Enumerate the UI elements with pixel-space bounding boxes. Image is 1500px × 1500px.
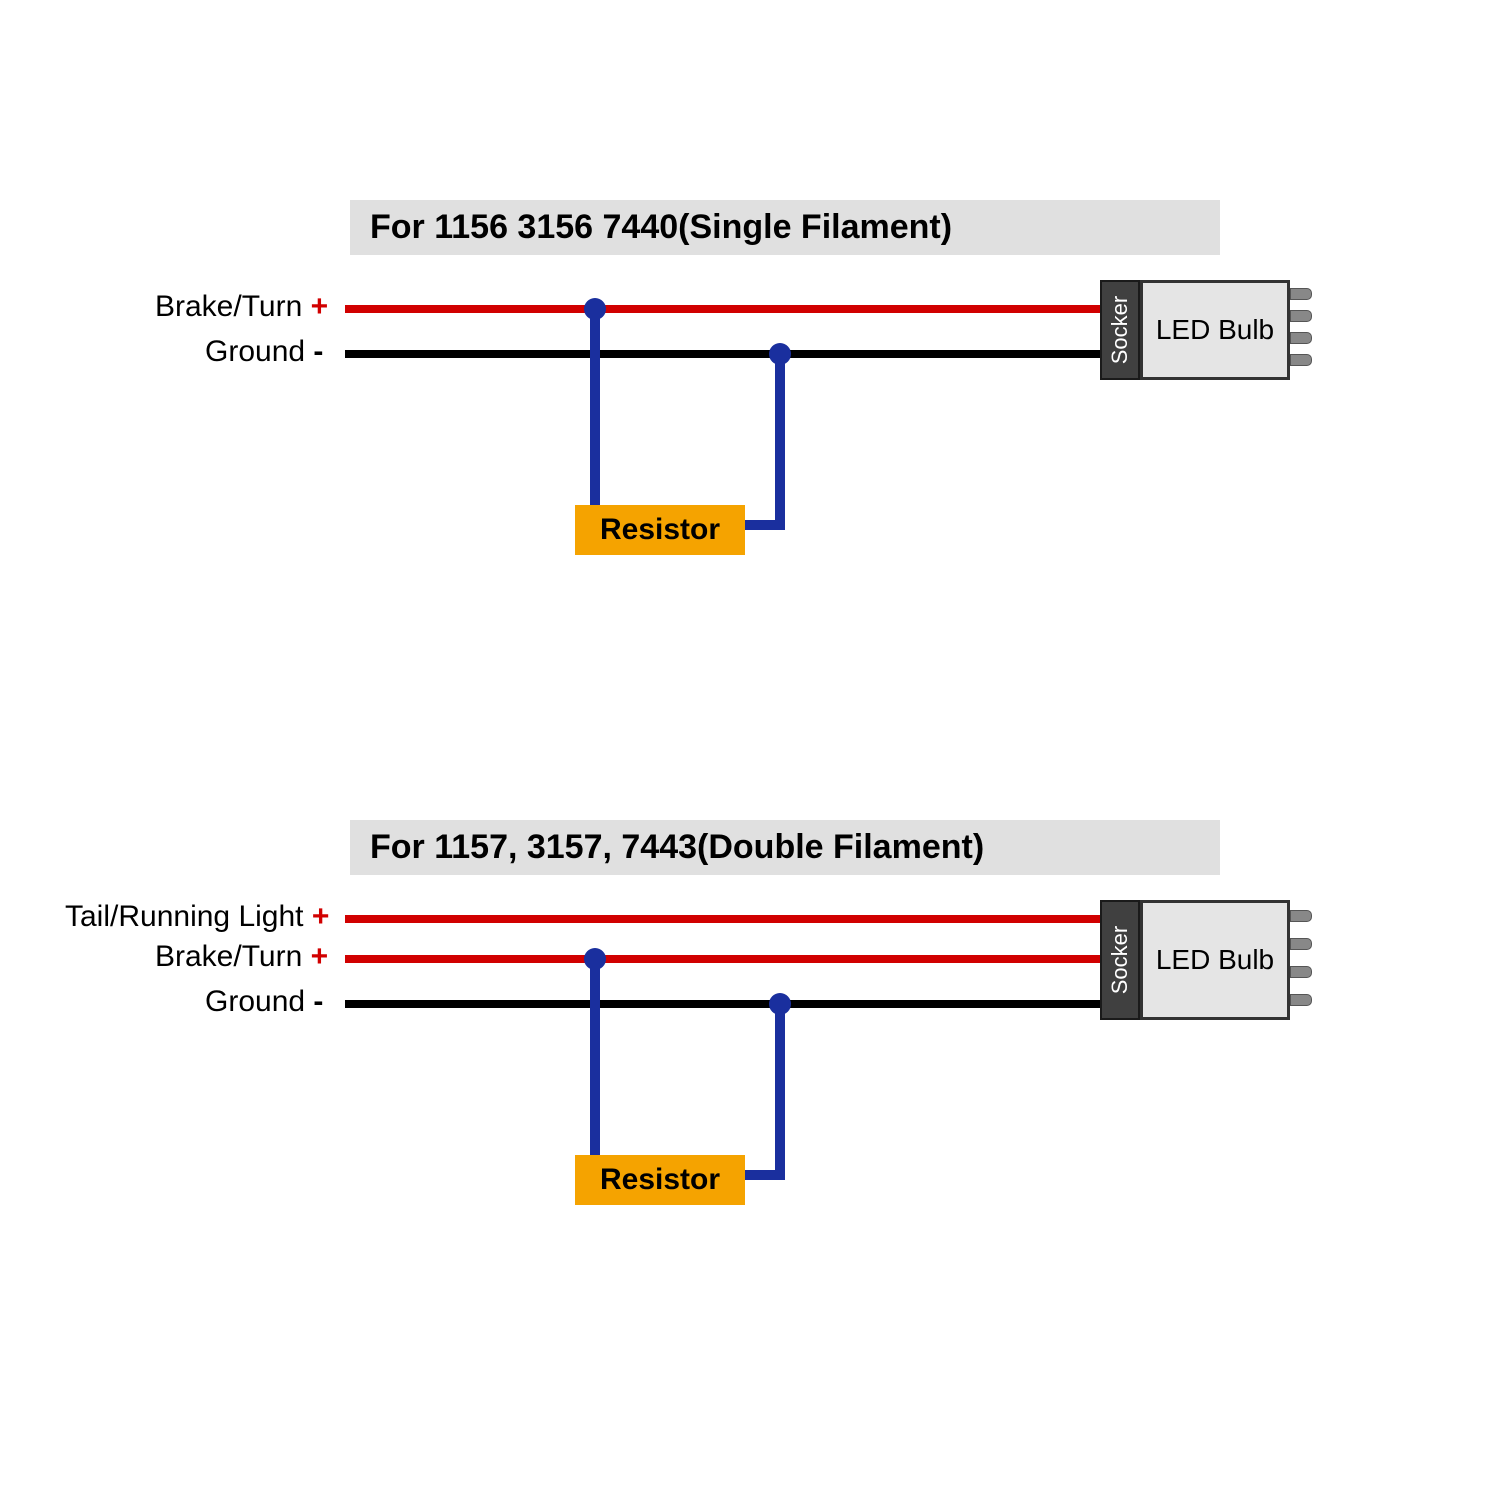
blue-wire-1b-v [775, 350, 785, 530]
blue-wire-1a-v [590, 305, 600, 530]
led-bulb-1: LED Bulb [1140, 280, 1290, 380]
blue-wire-2b-v [775, 1000, 785, 1180]
label-tail-running: Tail/Running Light + [65, 900, 329, 934]
label-ground-2: Ground - [205, 985, 323, 1019]
led-pin-2-4 [1290, 994, 1312, 1006]
label-brake-turn-1: Brake/Turn + [155, 290, 328, 324]
resistor-1: Resistor [575, 505, 745, 555]
label-ground-1: Ground - [205, 335, 323, 369]
resistor-2: Resistor [575, 1155, 745, 1205]
led-pin-1-3 [1290, 332, 1312, 344]
wire-red-1 [345, 305, 1100, 313]
led-pin-1-1 [1290, 288, 1312, 300]
socket-1: Socker [1100, 280, 1140, 380]
blue-wire-1-h-right [745, 520, 785, 530]
socket-2: Socker [1100, 900, 1140, 1020]
title-single-text: For 1156 3156 7440(Single Filament) [370, 208, 952, 247]
title-double-text: For 1157, 3157, 7443(Double Filament) [370, 828, 984, 867]
wire-red-2b [345, 955, 1100, 963]
wire-red-2a [345, 915, 1100, 923]
title-single-filament: For 1156 3156 7440(Single Filament) [350, 200, 1220, 255]
led-pin-2-1 [1290, 910, 1312, 922]
wire-black-2 [345, 1000, 1100, 1008]
title-double-filament: For 1157, 3157, 7443(Double Filament) [350, 820, 1220, 875]
blue-wire-2a-v [590, 955, 600, 1180]
blue-wire-2-h-right [745, 1170, 785, 1180]
led-pin-2-3 [1290, 966, 1312, 978]
led-pin-2-2 [1290, 938, 1312, 950]
label-brake-turn-2: Brake/Turn + [155, 940, 328, 974]
led-pin-1-2 [1290, 310, 1312, 322]
led-pin-1-4 [1290, 354, 1312, 366]
led-bulb-2: LED Bulb [1140, 900, 1290, 1020]
wiring-diagram-canvas: For 1156 3156 7440(Single Filament) Brak… [0, 0, 1500, 1500]
wire-black-1 [345, 350, 1100, 358]
